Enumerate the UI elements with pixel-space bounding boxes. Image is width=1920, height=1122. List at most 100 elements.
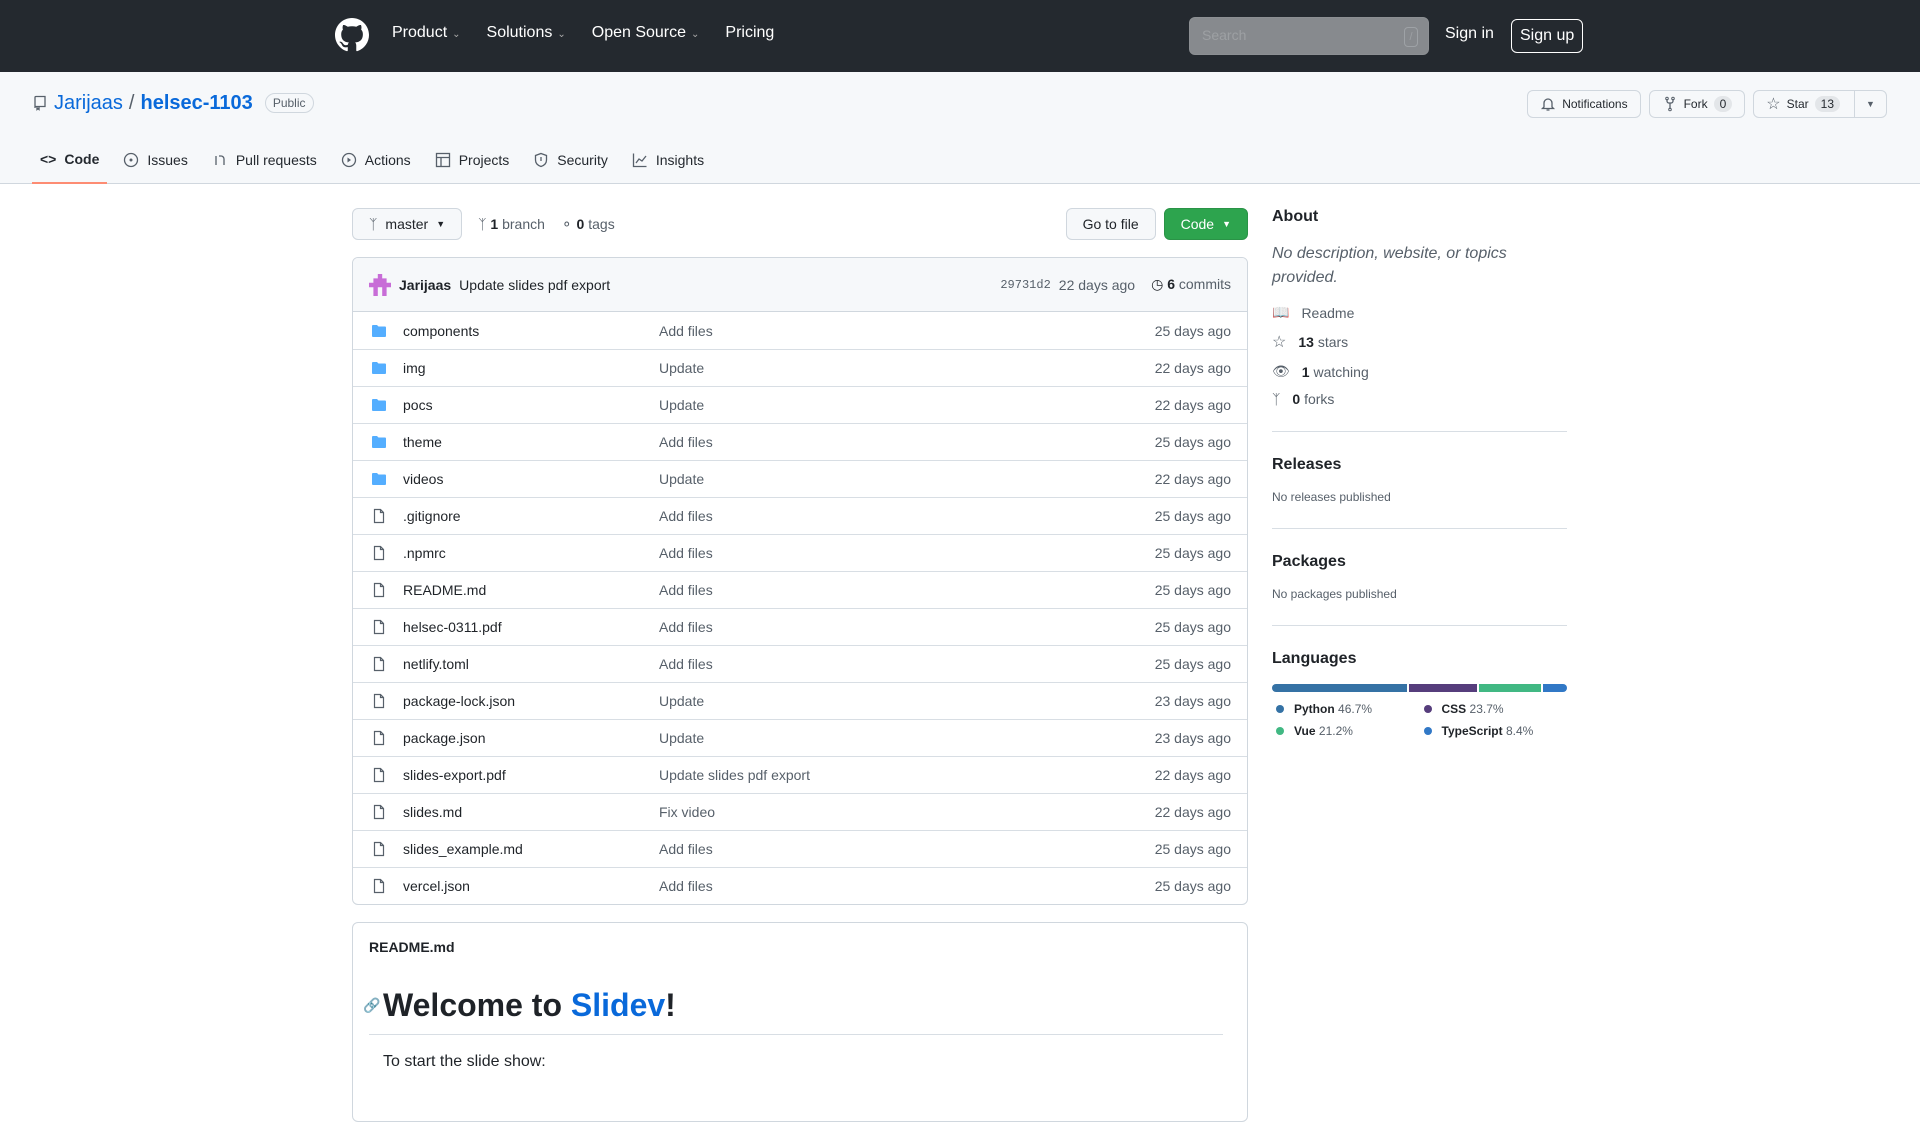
watching-link[interactable]: 👁 1 watching bbox=[1272, 363, 1567, 380]
file-commit-message[interactable]: Add files bbox=[659, 841, 713, 857]
file-icon bbox=[373, 841, 385, 857]
tab-security[interactable]: Security bbox=[525, 136, 616, 184]
github-logo-icon[interactable] bbox=[335, 18, 369, 52]
releases-heading[interactable]: Releases bbox=[1272, 456, 1342, 473]
file-age: 25 days ago bbox=[1154, 841, 1231, 857]
file-commit-message[interactable]: Update bbox=[659, 471, 705, 487]
nav-product[interactable]: Product ⌄ bbox=[392, 24, 461, 42]
code-button[interactable]: Code ▼ bbox=[1163, 208, 1248, 240]
file-row: package-lock.json Update 23 days ago bbox=[353, 682, 1247, 719]
file-commit-message[interactable]: Update slides pdf export bbox=[659, 767, 810, 783]
nav-open-source[interactable]: Open Source ⌄ bbox=[592, 24, 700, 42]
repo-name-link[interactable]: helsec-1103 bbox=[140, 92, 253, 114]
file-name-link[interactable]: slides-export.pdf bbox=[403, 767, 506, 783]
file-name-link[interactable]: .npmrc bbox=[403, 545, 446, 561]
file-commit-message[interactable]: Update bbox=[659, 730, 705, 746]
file-commit-message[interactable]: Add files bbox=[659, 619, 713, 635]
language-item[interactable]: CSS 23.7% bbox=[1420, 698, 1568, 720]
slidev-link[interactable]: Slidev bbox=[570, 987, 666, 1023]
file-name-link[interactable]: package.json bbox=[403, 730, 486, 746]
go-to-file-button[interactable]: Go to file bbox=[1065, 208, 1156, 240]
tab-issues[interactable]: Issues bbox=[115, 136, 195, 184]
tab-label: Projects bbox=[458, 152, 510, 168]
anchor-link-icon[interactable]: 🔗 bbox=[363, 997, 381, 1013]
fork-icon: ᛉ bbox=[1272, 391, 1281, 407]
search-input[interactable]: Search / bbox=[1189, 17, 1429, 55]
commit-author[interactable]: Jarijaas bbox=[399, 276, 452, 293]
language-item[interactable]: Vue 21.2% bbox=[1272, 720, 1420, 742]
tab-actions[interactable]: Actions bbox=[333, 136, 419, 184]
file-commit-message[interactable]: Add files bbox=[659, 322, 713, 339]
tab-insights[interactable]: Insights bbox=[624, 136, 712, 184]
file-name-link[interactable]: components bbox=[403, 322, 480, 339]
nav-pricing[interactable]: Pricing bbox=[725, 24, 775, 41]
file-row: .gitignore Add files 25 days ago bbox=[353, 497, 1247, 534]
language-item[interactable]: Python 46.7% bbox=[1272, 698, 1420, 720]
file-name-link[interactable]: netlify.toml bbox=[403, 656, 469, 672]
readme-link[interactable]: 📖 Readme bbox=[1272, 304, 1567, 321]
repo-owner-link[interactable]: Jarijaas bbox=[54, 92, 123, 114]
fork-icon bbox=[1664, 96, 1675, 112]
file-icon bbox=[373, 619, 385, 635]
language-item[interactable]: TypeScript 8.4% bbox=[1420, 720, 1568, 742]
file-commit-message[interactable]: Fix video bbox=[659, 804, 716, 820]
notifications-button[interactable]: Notifications bbox=[1527, 90, 1641, 118]
star-button[interactable]: ☆ Star 13 ▼ bbox=[1753, 90, 1887, 118]
file-commit-message[interactable]: Update bbox=[659, 397, 705, 413]
packages-heading[interactable]: Packages bbox=[1272, 553, 1346, 570]
file-name-link[interactable]: package-lock.json bbox=[403, 693, 516, 709]
caret-down-icon: ▼ bbox=[1222, 219, 1231, 229]
commit-message[interactable]: Update slides pdf export bbox=[459, 276, 611, 293]
commit-sha[interactable]: 29731d2 bbox=[1000, 277, 1051, 292]
file-row: vercel.json Add files 25 days ago bbox=[353, 867, 1247, 904]
file-name-link[interactable]: .gitignore bbox=[403, 508, 461, 524]
nav-solutions[interactable]: Solutions ⌄ bbox=[487, 24, 566, 42]
file-name-link[interactable]: videos bbox=[403, 471, 444, 487]
file-name-link[interactable]: theme bbox=[403, 434, 442, 450]
file-name-link[interactable]: pocs bbox=[403, 397, 433, 413]
tab-pull-requests[interactable]: Pull requests bbox=[204, 136, 325, 184]
file-commit-message[interactable]: Add files bbox=[659, 508, 713, 524]
commits-link[interactable]: ◷ 6 commits bbox=[1151, 276, 1231, 293]
fork-button[interactable]: Fork 0 bbox=[1648, 90, 1746, 118]
file-name-link[interactable]: img bbox=[403, 360, 426, 376]
file-commit-message[interactable]: Add files bbox=[659, 582, 713, 598]
file-name-link[interactable]: vercel.json bbox=[403, 878, 470, 894]
commit-count: 6 bbox=[1167, 276, 1175, 292]
branch-icon: ᛉ bbox=[369, 216, 378, 232]
file-commit-message[interactable]: Update bbox=[659, 360, 705, 376]
language-name: CSS bbox=[1441, 702, 1467, 716]
file-icon bbox=[373, 730, 385, 746]
avatar[interactable] bbox=[369, 273, 391, 296]
stars-link[interactable]: ☆ 13 stars bbox=[1272, 332, 1567, 352]
file-row: slides-export.pdf Update slides pdf expor… bbox=[353, 756, 1247, 793]
file-name-link[interactable]: slides.md bbox=[403, 804, 463, 820]
file-commit-message[interactable]: Update bbox=[659, 693, 705, 709]
language-bar-segment bbox=[1479, 684, 1541, 692]
sign-up-button[interactable]: Sign up bbox=[1511, 19, 1584, 53]
star-dropdown-button[interactable]: ▼ bbox=[1854, 91, 1886, 117]
file-commit-message[interactable]: Add files bbox=[659, 434, 713, 450]
sign-in-link[interactable]: Sign in bbox=[1445, 25, 1494, 42]
file-commit-message[interactable]: Add files bbox=[659, 545, 713, 561]
caret-down-icon: ▼ bbox=[436, 219, 446, 229]
latest-commit: Jarijaas Update slides pdf export 29731d… bbox=[353, 258, 1247, 312]
file-icon bbox=[373, 545, 385, 561]
file-row: pocs Update 22 days ago bbox=[353, 386, 1247, 423]
nav-label: Solutions bbox=[486, 24, 553, 41]
file-commit-message[interactable]: Add files bbox=[659, 656, 713, 672]
tab-projects[interactable]: Projects bbox=[427, 136, 518, 184]
star-count: 13 bbox=[1814, 96, 1840, 112]
languages-heading: Languages bbox=[1272, 650, 1357, 667]
branch-select[interactable]: ᛉ master ▼ bbox=[352, 208, 463, 240]
tags-link[interactable]: ⚬ 0 tags bbox=[561, 216, 615, 233]
branches-link[interactable]: ᛉ 1 branch bbox=[478, 216, 545, 232]
branch-label: branch bbox=[502, 216, 545, 232]
readme-filename[interactable]: README.md bbox=[369, 939, 455, 955]
file-name-link[interactable]: slides_example.md bbox=[403, 841, 523, 857]
tab-code[interactable]: <> Code bbox=[32, 136, 108, 184]
file-name-link[interactable]: helsec-0311.pdf bbox=[403, 619, 502, 635]
file-name-link[interactable]: README.md bbox=[403, 582, 487, 598]
file-commit-message[interactable]: Add files bbox=[659, 878, 713, 894]
